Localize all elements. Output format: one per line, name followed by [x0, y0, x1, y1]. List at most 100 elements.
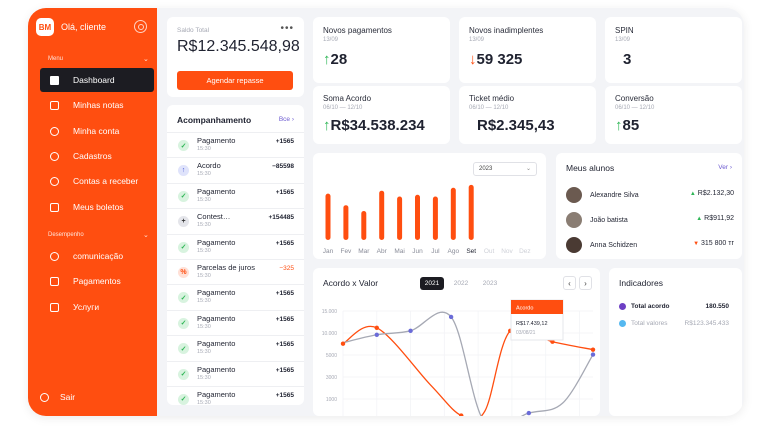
sidebar-item-cadastros[interactable]: Cadastros — [40, 144, 154, 168]
check-icon: ✓ — [178, 241, 189, 253]
sidebar-item-label: Dashboard — [73, 75, 115, 85]
tick-label: Set — [466, 248, 476, 255]
transaction-time: 15:30 — [197, 247, 211, 254]
sidebar: BM Olá, cliente Menu ⌄ Dashboard Minhas n… — [28, 8, 157, 416]
data-point[interactable] — [374, 325, 379, 331]
bar-abr — [379, 190, 385, 240]
sidebar-item-label: Услуги — [73, 302, 100, 312]
kpi-value: ↑R$34.538.234 — [323, 117, 425, 134]
chevron-down-icon: ⌄ — [525, 166, 531, 172]
year-tab-2022[interactable]: 2022 — [453, 280, 469, 287]
tick-label: Mai — [394, 248, 404, 255]
avatar — [566, 212, 582, 228]
transaction-row[interactable]: ✓ Pagamento 15:30 +1565 — [167, 233, 304, 259]
sidebar-item-meus-boletos[interactable]: Meus boletos — [40, 195, 154, 219]
bar-ago — [450, 187, 456, 240]
sidebar-item-pagamentos[interactable]: Pagamentos — [40, 269, 154, 293]
tick-label: Ago — [448, 248, 460, 255]
data-point[interactable] — [526, 410, 532, 416]
data-point[interactable] — [340, 341, 346, 346]
acompanhamento-card: Acompanhamento Все › ✓ Pagamento 15:30 +156… — [167, 105, 304, 405]
transaction-row[interactable]: % Parcelas de juros 15:30 −325 — [167, 258, 304, 284]
check-icon: ✓ — [178, 317, 189, 329]
transaction-time: 15:30 — [197, 298, 211, 305]
transaction-row[interactable]: + Contest… 15:30 +154485 — [167, 208, 304, 233]
sidebar-item-minha-conta[interactable]: Minha conta — [40, 119, 154, 143]
kpi-label: Soma Acordo — [323, 94, 372, 103]
series-line-1 — [342, 311, 594, 416]
chevron-down-icon: ⌄ — [143, 232, 149, 239]
student-value: ▼ 315 800 тг — [693, 240, 734, 247]
acompanhamento-list: ✓ Pagamento 15:30 +1565 ↑ Acordo 15:30 −85598 ✓ P… — [167, 132, 304, 405]
kpi-date: 06/10 — 12/10 — [615, 105, 655, 111]
desempenho-section-label[interactable]: Desempenho ⌄ — [48, 232, 149, 239]
transaction-amount: +1565 — [275, 391, 294, 399]
kpi-date: 06/10 — 12/10 — [323, 105, 363, 111]
data-point[interactable] — [408, 328, 413, 334]
year-select[interactable]: 2023 ⌄ — [473, 162, 537, 176]
sidebar-item-contas-a-receber[interactable]: Contas a receber — [40, 169, 154, 193]
card-icon — [50, 202, 59, 212]
sidebar-item-label: Contas a receber — [73, 176, 139, 186]
student-row[interactable]: Alexandre Silva ▲ R$2.132,30 — [566, 185, 734, 205]
transaction-row[interactable]: ✓ Pagamento 15:30 +1565 — [167, 284, 304, 309]
tick-label: Fev — [340, 248, 352, 255]
transaction-name: Pagamento — [197, 389, 236, 399]
transaction-amount: −85598 — [272, 163, 294, 171]
chevron-left-icon[interactable]: ‹ — [563, 276, 576, 290]
avatar — [566, 237, 582, 253]
kpi-novos-inadimplentes: Novos inadimplentes 13/09 ↓59 325 — [459, 17, 596, 83]
data-point[interactable] — [374, 332, 379, 337]
menu-section-label[interactable]: Menu ⌄ — [48, 56, 149, 63]
year-tab-2023[interactable]: 2023 — [482, 280, 498, 287]
student-row[interactable]: Anna Schidzen ▼ 315 800 тг — [566, 235, 734, 255]
greeting: Olá, cliente — [61, 22, 107, 32]
transaction-row[interactable]: ↑ Acordo 15:30 −85598 — [167, 157, 304, 182]
legend-dot — [619, 320, 626, 327]
student-row[interactable]: João batista ▲ R$911,92 — [566, 210, 734, 230]
kpi-spin: SPIN 13/09 3 — [605, 17, 742, 83]
transaction-name: Pagamento — [197, 136, 236, 145]
sidebar-item-minhas-notas[interactable]: Minhas notas — [40, 93, 154, 117]
sidebar-item-uslugi[interactable]: Услуги — [40, 295, 154, 319]
transaction-time: 15:30 — [197, 222, 211, 229]
transaction-row[interactable]: ✓ Pagamento 15:30 +1565 — [167, 360, 304, 386]
transaction-row[interactable]: ✓ Pagamento 15:30 +1565 — [167, 309, 304, 335]
acompanhamento-view-all-link[interactable]: Все › — [278, 116, 294, 123]
student-value: ▲ R$2.132,30 — [689, 190, 734, 197]
saldo-value: R$12.345.548,98 — [177, 38, 300, 55]
sidebar-item-dashboard[interactable]: Dashboard — [40, 68, 154, 92]
location-icon — [50, 126, 59, 136]
more-icon[interactable]: ••• — [280, 23, 294, 34]
alunos-view-link[interactable]: Ver › — [718, 164, 732, 171]
list-icon — [50, 302, 59, 312]
arrow-up-icon: ↑ — [615, 117, 623, 134]
bar-jan — [325, 193, 331, 240]
transaction-row[interactable]: ✓ Pagamento 15:30 +1565 — [167, 385, 304, 405]
tick-label: Jan — [323, 248, 334, 255]
data-point[interactable] — [550, 339, 555, 344]
transaction-time: 15:30 — [197, 272, 211, 279]
year-tab-2021[interactable]: 2021 — [420, 277, 444, 290]
data-point[interactable] — [459, 413, 464, 416]
gear-icon[interactable] — [134, 20, 147, 33]
saldo-label: Saldo Total — [177, 27, 210, 34]
logout-button[interactable]: Sair — [40, 392, 75, 402]
transaction-row[interactable]: ✓ Pagamento 15:30 +1565 — [167, 335, 304, 360]
transaction-time: 15:30 — [197, 196, 211, 203]
kpi-value: ↓59 325 — [469, 51, 523, 68]
sidebar-item-comunicacao[interactable]: comunicação — [40, 244, 154, 268]
transaction-row[interactable]: ✓ Pagamento 15:30 +1565 — [167, 182, 304, 208]
transaction-time: 15:30 — [197, 374, 211, 381]
arrow-up-icon: ↑ — [178, 165, 189, 177]
data-point[interactable] — [590, 347, 596, 352]
agendar-repasse-button[interactable]: Agendar repasse — [177, 71, 293, 90]
data-point[interactable] — [448, 314, 454, 320]
chevron-right-icon[interactable]: › — [579, 276, 592, 290]
trend-up-icon: ▲ — [689, 191, 696, 197]
data-point[interactable] — [590, 352, 596, 357]
transaction-time: 15:30 — [197, 146, 211, 152]
tick-label: Dez — [519, 248, 531, 255]
sidebar-item-label: Cadastros — [73, 151, 112, 161]
transaction-row[interactable]: ✓ Pagamento 15:30 +1565 — [167, 132, 304, 157]
